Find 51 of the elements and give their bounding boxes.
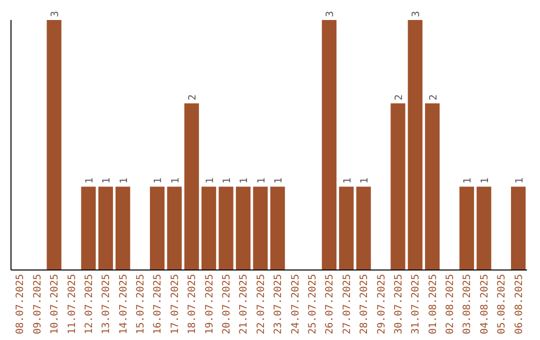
data-label: 2 bbox=[428, 94, 440, 100]
x-tick-label: 13.07.2025 bbox=[101, 274, 112, 334]
x-tick-label: 04.08.2025 bbox=[479, 274, 490, 334]
data-label: 1 bbox=[170, 178, 182, 184]
x-tick-label: 14.07.2025 bbox=[118, 274, 130, 334]
data-label: 3 bbox=[325, 10, 336, 17]
x-tick-label: 15.07.2025 bbox=[136, 274, 147, 334]
data-label: 1 bbox=[274, 178, 285, 184]
data-label: 1 bbox=[118, 178, 130, 184]
data-label: 1 bbox=[102, 178, 113, 184]
x-tick-label: 24.07.2025 bbox=[290, 274, 302, 334]
x-tick-label: 08.07.2025 bbox=[15, 274, 26, 334]
x-tick-label: 21.07.2025 bbox=[238, 274, 250, 334]
x-tick-label: 29.07.2025 bbox=[376, 274, 388, 334]
x-tick-label: 02.08.2025 bbox=[445, 274, 456, 334]
x-tick-label: 28.07.2025 bbox=[359, 274, 370, 334]
data-label: 1 bbox=[360, 178, 371, 184]
data-label: 2 bbox=[394, 94, 405, 100]
data-label: 1 bbox=[84, 178, 96, 184]
data-label: 1 bbox=[256, 178, 268, 184]
x-tick-label: 20.07.2025 bbox=[222, 274, 233, 334]
data-label: 1 bbox=[514, 178, 526, 184]
data-label: 1 bbox=[462, 178, 474, 184]
x-tick-label: 05.08.2025 bbox=[496, 274, 508, 334]
x-tick-label: 18.07.2025 bbox=[187, 274, 198, 334]
x-tick-label: 12.07.2025 bbox=[84, 274, 95, 334]
data-label: 1 bbox=[153, 178, 164, 184]
x-tick-label: 01.08.2025 bbox=[428, 274, 439, 334]
data-label: 3 bbox=[50, 10, 62, 17]
data-label: 1 bbox=[239, 178, 250, 184]
data-label: 1 bbox=[204, 178, 216, 184]
data-label: 2 bbox=[188, 94, 199, 100]
data-label: 1 bbox=[222, 178, 234, 184]
x-tick-label: 11.07.2025 bbox=[66, 274, 78, 334]
x-tick-label: 31.07.2025 bbox=[410, 274, 422, 334]
x-tick-label: 09.07.2025 bbox=[32, 274, 44, 334]
x-tick-label: 03.08.2025 bbox=[462, 274, 474, 334]
x-tick-label: 19.07.2025 bbox=[204, 274, 216, 334]
x-tick-label: 22.07.2025 bbox=[256, 274, 267, 334]
data-label: 1 bbox=[480, 178, 491, 184]
x-tick-label: 10.07.2025 bbox=[50, 274, 61, 334]
x-tick-label: 25.07.2025 bbox=[307, 274, 318, 334]
x-tick-label: 23.07.2025 bbox=[273, 274, 284, 334]
x-tick-label: 16.07.2025 bbox=[152, 274, 164, 334]
x-tick-label: 06.08.2025 bbox=[514, 274, 525, 334]
x-tick-label: 17.07.2025 bbox=[170, 274, 181, 334]
x-tick-label: 30.07.2025 bbox=[393, 274, 404, 334]
x-tick-label: 26.07.2025 bbox=[324, 274, 336, 334]
x-tick-label: 27.07.2025 bbox=[342, 274, 353, 334]
data-label: 3 bbox=[411, 10, 422, 17]
data-label: 1 bbox=[342, 178, 354, 184]
